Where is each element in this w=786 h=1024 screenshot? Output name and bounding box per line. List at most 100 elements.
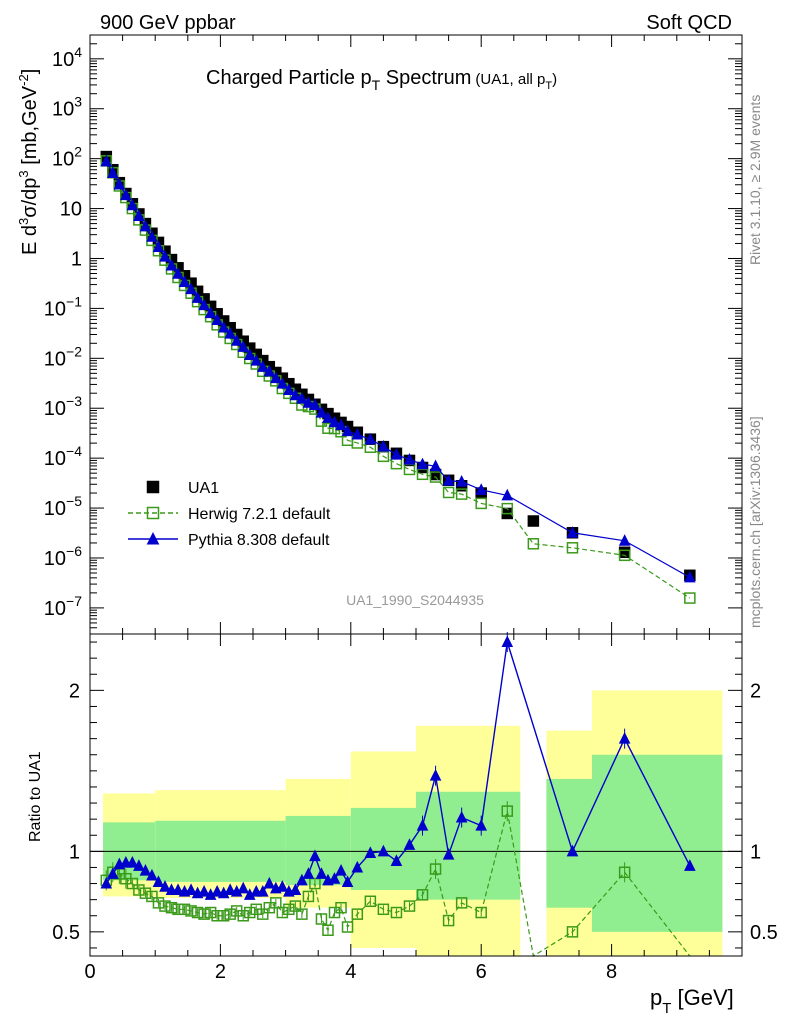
legend-marker-ua1 — [146, 480, 160, 494]
pythia-ratio-point — [335, 864, 347, 876]
pythia-main-point — [159, 249, 171, 262]
pythia-main-point — [296, 392, 308, 404]
y-tick-label: 1 — [71, 248, 82, 270]
herwig-ratio-point — [204, 906, 217, 919]
y-tick-label: 10−3 — [44, 393, 82, 420]
pythia-main-point — [501, 488, 514, 501]
pythia-main-point — [315, 405, 328, 418]
pythia-main-point — [100, 154, 113, 167]
pythia-main-point — [198, 298, 210, 311]
herwig-ratio-point — [566, 926, 579, 938]
pythia-ratio-point — [429, 769, 442, 781]
pythia-main-point — [263, 364, 276, 377]
pythia-ratio-point — [185, 883, 197, 895]
pythia-ratio-point — [341, 875, 354, 887]
y-tick-label: 103 — [52, 94, 82, 121]
herwig-ratio-point — [191, 906, 204, 919]
herwig-main-point — [684, 592, 696, 604]
pythia-main-point — [335, 418, 347, 431]
watermark: UA1_1990_S2044935 — [346, 592, 484, 608]
pythia-ratio-point — [302, 867, 315, 879]
herwig-ratio-point — [377, 903, 390, 916]
pythia-ratio-point — [263, 876, 276, 889]
pythia-main-point — [566, 526, 579, 538]
herwig-ratio-point — [335, 901, 347, 914]
main-ylabel: E d3σ/dp3 [mb,GeV-2] — [16, 69, 41, 255]
ylabel-sigma: σ/dp — [19, 178, 41, 218]
herwig-ratio-point — [243, 906, 256, 919]
pythia-main-point — [256, 360, 269, 372]
ylabel-sup1: 3 — [16, 218, 31, 225]
pythia-main-point — [416, 457, 429, 470]
main-title: Charged Particle pT Spectrum (UA1, all pT… — [206, 67, 557, 93]
ratio-y-tick-label: 2 — [69, 680, 80, 702]
pythia-main-point — [165, 258, 178, 271]
pythia-ratio-point — [296, 873, 308, 886]
pythia-ratio-point — [351, 860, 364, 873]
pythia-main-point — [152, 240, 165, 252]
xlabel: pT [GeV] — [650, 985, 734, 1017]
herwig-main-point — [475, 497, 487, 510]
pythia-main-point — [191, 291, 204, 303]
pythia-ratio-point — [416, 818, 429, 831]
pythia-main-point — [429, 459, 442, 472]
series-pythia-main — [100, 154, 696, 583]
band-inner-4 — [416, 791, 521, 900]
pythia-main-point — [455, 474, 468, 487]
pythia-ratio-point — [126, 856, 139, 868]
pythia-ratio-point — [159, 880, 171, 892]
herwig-main-point — [322, 422, 334, 434]
herwig-ratio-point — [159, 900, 171, 912]
x-tick-label: 0 — [84, 961, 95, 983]
pythia-main-point — [243, 348, 256, 360]
pythia-main-point — [120, 188, 132, 201]
herwig-ratio-point — [429, 863, 442, 875]
pythia-main-point — [107, 166, 119, 178]
title-small: (UA1, all p — [475, 71, 545, 88]
pythia-ratio-point — [133, 859, 145, 871]
y-tick-label: 10−4 — [44, 443, 82, 470]
pythia-main-point — [172, 267, 184, 279]
ylabel-e: E d — [19, 225, 41, 255]
legend-marker-herwig — [146, 506, 160, 520]
ylabel-sup2: 3 — [16, 170, 31, 177]
x-tick-label: 4 — [345, 961, 356, 983]
pythia-ratio-point — [276, 880, 289, 892]
pythia-main-point — [217, 320, 230, 333]
herwig-ratio-point — [296, 908, 308, 920]
pythia-main-point — [377, 440, 390, 452]
pythia-main-point — [224, 327, 236, 339]
pythia-main-point — [276, 376, 289, 389]
pythia-ratio-point — [224, 883, 236, 895]
legend-label-0: UA1 — [188, 480, 219, 497]
pythia-main-point — [328, 415, 341, 428]
y-tick-label: 10 — [60, 199, 82, 221]
y-tick-label: 10−6 — [44, 543, 82, 570]
title-small-close: ) — [552, 71, 557, 88]
y-tick-label: 102 — [52, 144, 82, 171]
x-tick-label: 2 — [215, 961, 226, 983]
pythia-ratio-point — [315, 867, 328, 879]
legend-label-1: Herwig 7.2.1 default — [188, 506, 331, 523]
herwig-ratio-point — [341, 921, 354, 933]
pythia-ratio-point — [107, 867, 119, 879]
pythia-ratio-point — [289, 883, 302, 895]
pythia-main-point — [146, 230, 158, 242]
ratio-y-tick-label-right: 1 — [750, 841, 761, 863]
ylabel-sup3: -2 — [16, 74, 31, 86]
pythia-main-point — [126, 198, 139, 211]
pythia-ratio-point — [211, 884, 223, 897]
pythia-main-point — [341, 424, 354, 437]
pythia-main-point — [178, 275, 191, 288]
herwig-ratio-point — [351, 908, 364, 920]
herwig-ratio-point — [276, 906, 289, 919]
header-right: Soft QCD — [646, 12, 732, 34]
herwig-ratio-point — [283, 903, 295, 916]
pythia-ratio-point — [309, 849, 321, 862]
pythia-ratio-point — [364, 846, 377, 858]
herwig-ratio-point — [416, 889, 429, 901]
herwig-ratio-point — [211, 910, 223, 922]
ratio-y-tick-label: 1 — [69, 841, 80, 863]
herwig-ratio-point — [217, 910, 230, 922]
herwig-ratio-point — [618, 866, 631, 879]
